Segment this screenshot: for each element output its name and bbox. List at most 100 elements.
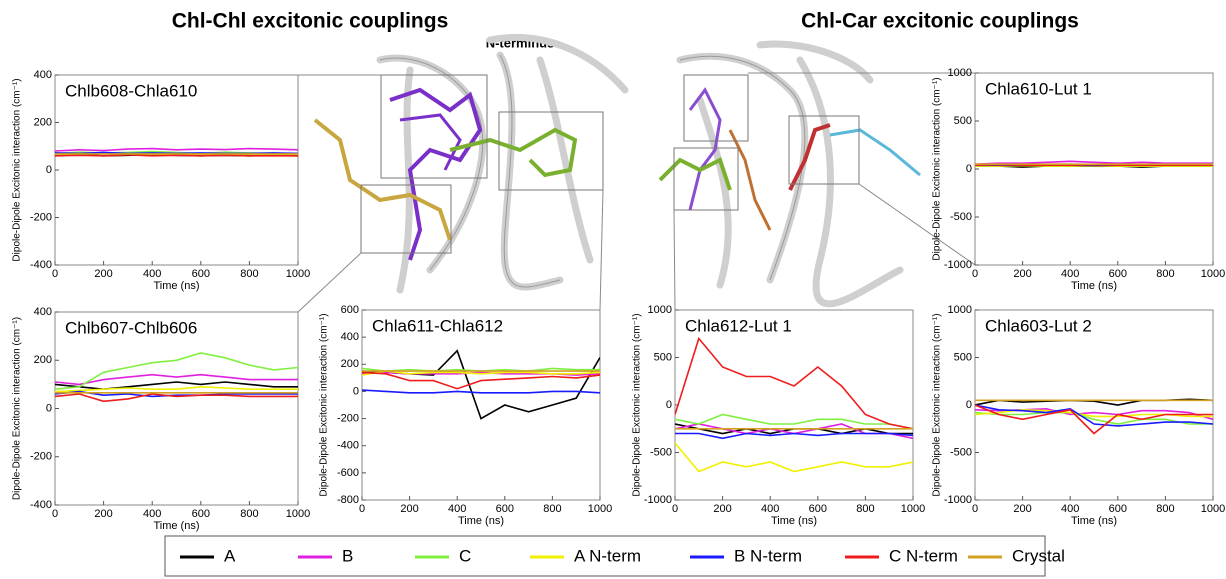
x-tick-label: 600 <box>1109 503 1127 515</box>
series-line: B <box>975 160 1213 165</box>
x-axis-label: Time (ns) <box>458 515 504 527</box>
x-tick-label: 600 <box>192 268 210 280</box>
legend-label: B <box>342 546 353 565</box>
y-tick-label: 200 <box>341 358 359 370</box>
x-tick-label: 1000 <box>286 268 310 280</box>
panel-title: Chla612-Lut 1 <box>685 316 792 335</box>
x-axis-label: Time (ns) <box>771 515 817 527</box>
series-line: A <box>55 381 298 391</box>
x-tick-label: 1000 <box>588 503 612 515</box>
protein-left <box>297 33 629 313</box>
legend-label: A <box>224 546 236 565</box>
x-tick-label: 400 <box>143 268 161 280</box>
y-tick-label: 400 <box>34 306 52 318</box>
x-tick-label: 800 <box>1156 503 1174 515</box>
series-line: C <box>675 413 913 430</box>
x-tick-label: 200 <box>94 508 112 520</box>
y-tick-label: 1000 <box>648 304 672 316</box>
series-line: B N-term <box>55 390 298 398</box>
series-line: C N-term <box>975 404 1213 435</box>
x-tick-label: 800 <box>1156 268 1174 280</box>
x-tick-label: 0 <box>972 503 978 515</box>
panel-title: Chla611-Chla612 <box>372 316 503 335</box>
y-tick-label: -1000 <box>944 494 972 506</box>
x-axis-label: Time (ns) <box>153 280 199 292</box>
x-tick-label: 200 <box>1013 268 1031 280</box>
panel: -400 -200 0 200 400 0 200 400 600 800 1000 Time (ns… <box>12 69 311 292</box>
panel-title: Chla603-Lut 2 <box>985 316 1092 335</box>
y-tick-label: 0 <box>966 163 972 175</box>
x-tick-label: 200 <box>400 503 418 515</box>
y-axis-label: Dipole-Dipole Excitonic interaction (cm⁻… <box>12 317 23 500</box>
legend-label: C <box>459 546 471 565</box>
series-line: A N-term <box>362 370 600 376</box>
x-tick-label: 0 <box>52 268 58 280</box>
x-tick-label: 400 <box>448 503 466 515</box>
y-tick-label: 0 <box>353 385 359 397</box>
x-axis-label: Time (ns) <box>153 520 199 532</box>
left-heading: Chl-Chl excitonic couplings <box>172 10 449 33</box>
x-tick-label: 200 <box>94 268 112 280</box>
right-heading: Chl-Car excitonic couplings <box>801 10 1079 33</box>
x-tick-label: 0 <box>972 268 978 280</box>
y-tick-label: -1000 <box>944 259 972 271</box>
y-tick-label: -500 <box>650 446 672 458</box>
series-line: B N-term <box>675 432 913 440</box>
y-tick-label: 1000 <box>948 304 972 316</box>
x-tick-label: 1000 <box>1201 503 1225 515</box>
series-line: A N-term <box>675 442 913 473</box>
y-tick-label: -1000 <box>644 494 672 506</box>
y-tick-label: 0 <box>666 399 672 411</box>
x-tick-label: 400 <box>761 503 779 515</box>
x-tick-label: 400 <box>1061 503 1079 515</box>
y-axis-label: Dipole-Dipole Excitonic interaction (cm⁻… <box>12 78 23 261</box>
y-tick-label: 400 <box>34 69 52 81</box>
x-tick-label: 200 <box>1013 503 1031 515</box>
plot-area <box>54 311 299 506</box>
legend-label: B N-term <box>734 546 802 565</box>
x-tick-label: 600 <box>809 503 827 515</box>
x-tick-label: 600 <box>192 508 210 520</box>
plot-area <box>674 309 914 501</box>
series-line: B N-term <box>362 389 600 394</box>
y-axis-label: Dipole-Dipole Excitonic interaction (cm⁻… <box>632 313 643 496</box>
y-tick-label: -200 <box>337 412 359 424</box>
x-tick-label: 0 <box>359 503 365 515</box>
y-axis-label: Dipole-Dipole Excitonic interaction (cm⁻… <box>932 313 943 496</box>
panel-title: Chla610-Lut 1 <box>985 79 1092 98</box>
panel: -800 -600 -400 -200 0 200 400 600 0 200 400 600 800 1… <box>319 304 613 527</box>
x-tick-label: 1000 <box>1201 268 1225 280</box>
series-line: C N-term <box>55 393 298 403</box>
series-line: C N-term <box>55 153 298 157</box>
panel: -400 -200 0 200 400 0 200 400 600 800 1000 Time (ns… <box>12 306 311 532</box>
x-tick-label: 1000 <box>901 503 925 515</box>
x-tick-label: 200 <box>713 503 731 515</box>
series-line: C N-term <box>675 336 913 430</box>
y-tick-label: -800 <box>337 494 359 506</box>
panel: -1000 -500 0 500 1000 0 200 400 600 800 1000 Time (… <box>632 304 926 527</box>
y-tick-label: 500 <box>954 351 972 363</box>
plot-area <box>54 74 299 266</box>
y-axis-label: Dipole-Dipole Excitonic interaction (cm⁻… <box>932 77 943 260</box>
x-tick-label: 0 <box>52 508 58 520</box>
plot-area <box>974 72 1214 266</box>
y-tick-label: -400 <box>30 499 52 511</box>
panel: -1000 -500 0 500 1000 0 200 400 600 800 1000 Time (… <box>932 304 1226 527</box>
y-tick-label: 500 <box>954 115 972 127</box>
y-tick-label: -400 <box>30 259 52 271</box>
legend-label: A N-term <box>574 546 641 565</box>
y-tick-label: 1000 <box>948 67 972 79</box>
panel-title: Chlb607-Chlb606 <box>65 318 197 337</box>
series-line: C N-term <box>362 371 600 390</box>
x-tick-label: 600 <box>496 503 514 515</box>
y-tick-label: -400 <box>337 440 359 452</box>
y-tick-label: -500 <box>950 446 972 458</box>
panel: -1000 -500 0 500 1000 0 200 400 600 800 1000 Time (… <box>932 67 1226 292</box>
series-line: B N-term <box>975 404 1213 427</box>
y-tick-label: -200 <box>30 451 52 463</box>
